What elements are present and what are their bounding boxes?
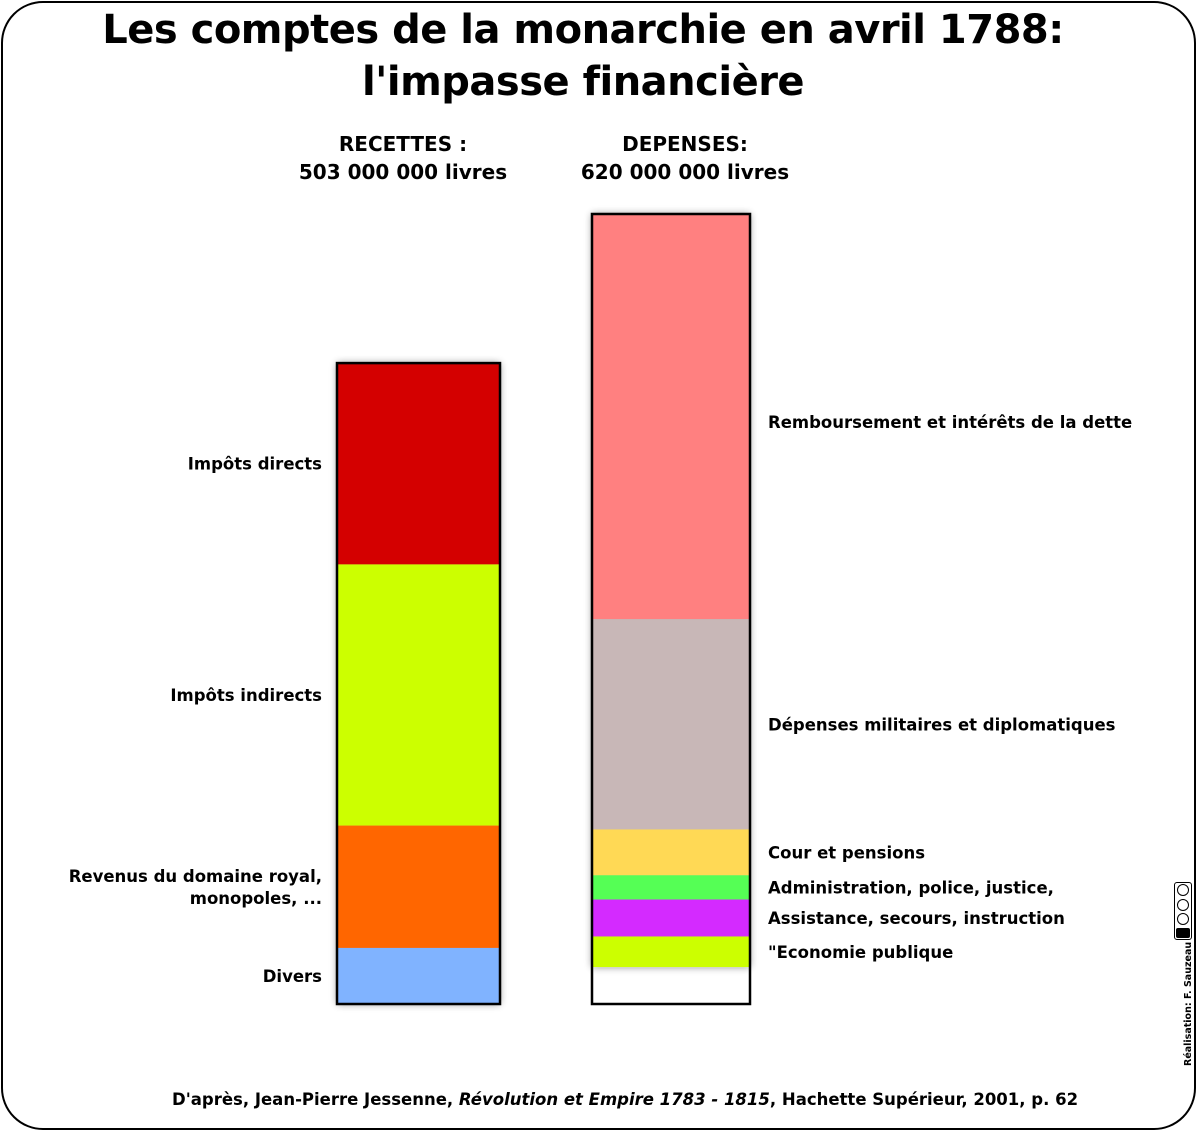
label-divers: Divers — [263, 967, 322, 986]
bar-depenses — [592, 214, 750, 968]
chart-title: Les comptes de la monarchie en avril 178… — [0, 4, 1166, 108]
depenses-heading: DEPENSES: 620 000 000 livres — [555, 130, 815, 186]
bar-recettes — [337, 363, 500, 1004]
segment-divers — [337, 947, 500, 1004]
label-cour-et-pensions: Cour et pensions — [768, 843, 925, 862]
label-impots-directs: Impôts directs — [188, 455, 322, 474]
label-administration-police-justice: Administration, police, justice, — [768, 878, 1054, 897]
source-book-title: Révolution et Empire 1783 - 1815 — [458, 1090, 770, 1109]
label-depenses-militaires-et-diplomatiques: Dépenses militaires et diplomatiques — [768, 715, 1116, 734]
source-prefix: D'après, Jean-Pierre Jessenne, — [172, 1090, 459, 1109]
segment-economie-publique — [592, 936, 750, 968]
segment-impots-indirects — [337, 564, 500, 826]
source-citation: D'après, Jean-Pierre Jessenne, Révolutio… — [172, 1090, 1132, 1109]
segment-remboursement-et-interets-de-la-dette — [592, 214, 750, 620]
title-line-1: Les comptes de la monarchie en avril 178… — [102, 7, 1064, 53]
segment-depenses-militaires-et-diplomatiques — [592, 619, 750, 830]
label-impots-indirects: Impôts indirects — [170, 686, 322, 705]
label-economie-publique: "Economie publique — [768, 943, 953, 962]
segment-cour-et-pensions — [592, 829, 750, 876]
segment-revenus-du-domaine-royal-monopoles — [337, 825, 500, 948]
segment-administration-police-justice — [592, 875, 750, 900]
bar-outline — [590, 212, 752, 1006]
segment-assistance-secours-instruction — [592, 899, 750, 937]
recettes-heading-line-2: 503 000 000 livres — [298, 160, 508, 184]
label-assistance-secours-instruction: Assistance, secours, instruction — [768, 909, 1065, 928]
depenses-heading-line-1: DEPENSES: — [622, 132, 748, 156]
segment-impots-directs — [337, 363, 500, 565]
author-credit: Réalisation: F. Sauzeau — [1183, 941, 1194, 1066]
source-suffix: , Hachette Supérieur, 2001, p. 62 — [769, 1090, 1079, 1109]
title-line-2: l'impasse financière — [361, 59, 805, 105]
label-remboursement-et-interets-de-la-dette: Remboursement et intérêts de la dette — [768, 413, 1132, 432]
depenses-heading-line-2: 620 000 000 livres — [580, 160, 790, 184]
recettes-heading-line-1: RECETTES : — [338, 132, 468, 156]
recettes-heading: RECETTES : 503 000 000 livres — [273, 130, 533, 186]
creative-commons-icon — [1174, 882, 1192, 940]
bar-outline — [335, 361, 502, 1006]
label-revenus-du-domaine-royal-monopoles: Revenus du domaine royal, monopoles, ... — [69, 867, 322, 908]
